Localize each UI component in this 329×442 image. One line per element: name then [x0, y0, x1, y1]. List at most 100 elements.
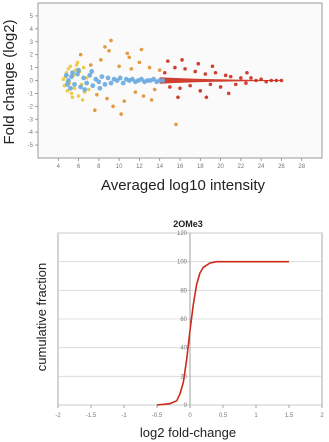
data-point	[99, 74, 105, 80]
data-point	[81, 75, 87, 81]
data-point	[188, 83, 192, 88]
data-point	[90, 83, 96, 89]
data-point	[66, 67, 71, 71]
data-point	[72, 86, 77, 91]
cdf-plot-panel: 0 20 40 60 80 100 120 -2 -1.5 -1 -0.5 0 0.5 1 1.5 2 2OM…	[0, 215, 329, 442]
x-tick-label: -2	[55, 413, 61, 419]
data-point	[93, 108, 97, 113]
data-point	[178, 86, 182, 91]
data-point	[66, 78, 71, 83]
data-point	[203, 72, 208, 76]
data-point	[274, 78, 279, 83]
data-point	[168, 85, 172, 89]
data-point	[249, 76, 253, 80]
y-tick-label: 100	[177, 260, 188, 266]
data-point	[61, 77, 66, 82]
data-point	[233, 82, 238, 87]
y-tick-label: -4	[28, 130, 34, 136]
high-intensity-band	[159, 77, 282, 84]
x-tick-label: 14	[156, 164, 163, 170]
data-point	[193, 69, 198, 74]
data-point	[125, 51, 130, 56]
data-point	[149, 98, 154, 102]
x-axis-title: Averaged log10 intensity	[101, 177, 266, 194]
data-point	[105, 75, 111, 81]
x-tick-label: 28	[298, 164, 305, 170]
x-tick-label: 0.5	[219, 413, 228, 419]
x-tick-label: 12	[136, 164, 143, 170]
data-point	[119, 112, 123, 116]
data-point	[218, 85, 223, 89]
y-tick-label: -3	[28, 117, 34, 123]
data-point	[76, 67, 81, 73]
data-point	[109, 38, 113, 43]
x-tick-label: 20	[217, 164, 224, 170]
data-point	[65, 81, 70, 87]
data-point	[210, 64, 215, 69]
data-point	[180, 58, 184, 62]
data-point	[117, 75, 123, 81]
y-tick-label: 4	[30, 27, 34, 33]
y-axis-title: Fold change (log2)	[1, 19, 18, 144]
data-point	[78, 52, 83, 57]
data-point	[129, 67, 134, 71]
data-point	[122, 99, 127, 103]
data-point	[259, 77, 263, 82]
x-axis-title: log2 fold-change	[140, 425, 236, 440]
data-point	[96, 79, 102, 85]
x-tick-label: 22	[238, 164, 245, 170]
y-tick-label: 3	[30, 40, 34, 46]
data-point	[147, 65, 152, 70]
cumulative-line	[156, 260, 289, 406]
y-tick-label: 0	[184, 403, 188, 409]
x-tick-label: 1	[254, 413, 258, 419]
data-point	[166, 59, 170, 63]
data-point	[198, 89, 203, 93]
data-point	[137, 60, 142, 65]
data-point	[279, 78, 284, 83]
data-point	[120, 80, 126, 86]
x-tick-label: 8	[97, 164, 101, 170]
data-point	[228, 74, 233, 79]
data-point	[160, 78, 166, 83]
x-tick-label: 2	[320, 413, 324, 419]
data-point	[97, 85, 103, 91]
data-point	[111, 104, 115, 109]
data-point	[102, 81, 108, 87]
data-point	[68, 64, 73, 69]
y-axis-title: cumulative fraction	[34, 263, 49, 371]
y-tick-label: -5	[28, 143, 34, 149]
data-point	[173, 65, 177, 70]
data-point	[107, 48, 111, 53]
data-point	[105, 96, 109, 101]
data-point	[70, 70, 75, 76]
x-tick-label: 10	[116, 164, 123, 170]
chart-title: 2OMe3	[173, 219, 203, 229]
x-tick-label: 4	[57, 164, 61, 170]
y-tick-label: 2	[30, 53, 34, 59]
data-point	[89, 69, 95, 74]
data-point	[208, 82, 213, 87]
data-point	[65, 89, 70, 93]
data-point	[78, 84, 83, 90]
x-tick-label: 18	[197, 164, 204, 170]
data-point	[70, 95, 75, 100]
data-point	[80, 98, 85, 102]
x-tick-label: -0.5	[152, 413, 163, 419]
x-tick-label: 0	[188, 413, 192, 419]
data-point	[162, 70, 167, 75]
data-point	[133, 90, 138, 94]
y-tick-label: -2	[28, 104, 34, 110]
data-point	[196, 61, 201, 66]
data-point	[204, 95, 209, 100]
y-tick-label: 60	[180, 317, 187, 323]
data-point	[141, 94, 146, 98]
data-point	[81, 65, 86, 70]
data-point	[72, 81, 77, 87]
data-point	[75, 71, 80, 77]
data-point	[95, 92, 99, 97]
data-point	[223, 73, 228, 78]
data-point	[139, 47, 144, 52]
